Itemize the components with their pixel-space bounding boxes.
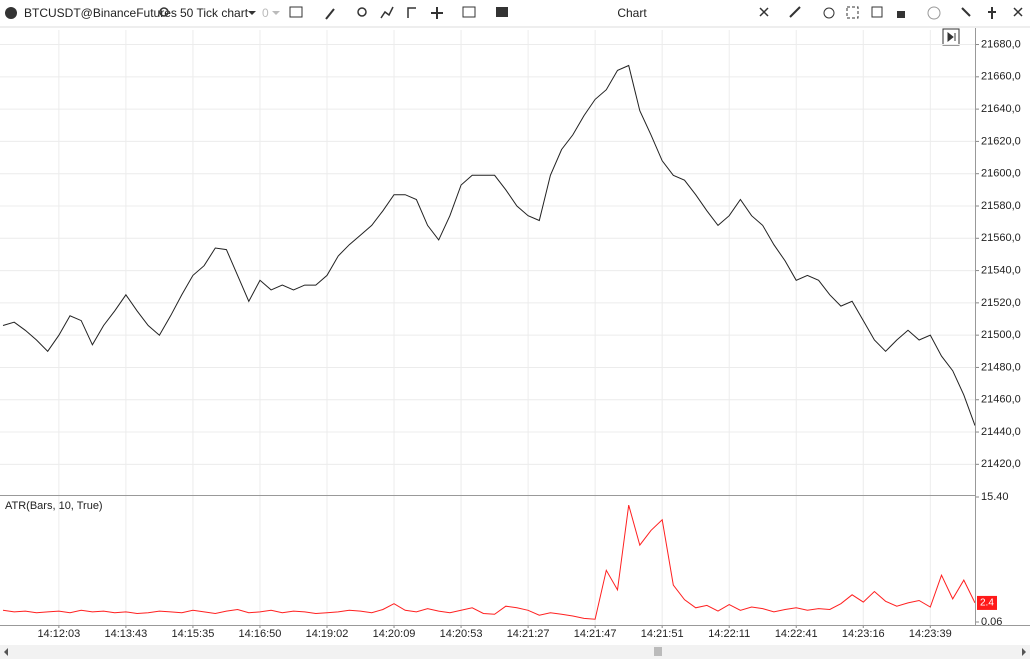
clone-icon[interactable] [871, 6, 883, 18]
symbol[interactable]: BTCUSDT@BinanceFutures [24, 6, 177, 20]
y-tick-label: 21500,0 [981, 329, 1021, 341]
x-tick-label: 14:16:50 [239, 628, 282, 640]
chart-type-icon[interactable] [289, 6, 303, 18]
search-icon[interactable] [159, 7, 169, 17]
draw-icon[interactable] [325, 8, 335, 20]
current-value-badge [977, 595, 997, 610]
link-icon[interactable] [789, 6, 801, 18]
y-tick-label: 21600,0 [981, 168, 1021, 180]
y-tick-label: 21640,0 [981, 103, 1021, 115]
indicators-icon[interactable] [380, 6, 394, 19]
sync-icon[interactable] [961, 7, 971, 17]
window-icon[interactable] [462, 6, 476, 18]
x-tick-label: 14:22:11 [708, 628, 750, 640]
close-icon[interactable] [1013, 7, 1023, 17]
x-tick-label: 14:13:43 [104, 628, 147, 640]
lock-icon[interactable] [897, 11, 905, 18]
y-tick-label: 0.06 [981, 616, 1002, 628]
toolbar: BTCUSDT@BinanceFutures 50 Tick chart 0 C… [0, 0, 1030, 28]
y-tick-label: 15.40 [981, 491, 1009, 503]
plots: 14:12:03 14:13:43 14:15:35 14:16:50 14:19:02… [0, 28, 1030, 640]
x-tick-label: 14:23:39 [909, 628, 952, 640]
x-tick-label: 14:12:03 [37, 628, 80, 640]
x-tick-label: 14:19:02 [306, 628, 349, 640]
y-tick-label: 21680,0 [981, 38, 1021, 50]
indicator-title: ATR(Bars, 10, True) [5, 500, 103, 512]
scrollbar-thumb[interactable] [654, 647, 662, 656]
fullscreen-icon[interactable] [846, 6, 859, 19]
x-tick-label: 14:23:16 [842, 628, 885, 640]
window-title: Chart [617, 6, 647, 20]
timeframe[interactable]: 50 Tick chart [180, 6, 249, 20]
y-tick-label: 21620,0 [981, 135, 1021, 147]
y-tick-label: 21580,0 [981, 200, 1021, 212]
app-logo[interactable] [5, 7, 17, 19]
x-tick-label: 14:20:53 [440, 628, 483, 640]
data-line [2, 504, 976, 620]
camera-icon[interactable] [823, 7, 835, 19]
current-value-label: 2.4 [980, 598, 994, 609]
y-tick-label: 21540,0 [981, 264, 1021, 276]
x-tick-label: 14:20:09 [373, 628, 416, 640]
add-icon[interactable] [431, 7, 443, 19]
scroll-end-icon [947, 31, 956, 43]
x-tick-label: 14:21:51 [641, 628, 684, 640]
x-tick-label: 14:21:47 [574, 628, 617, 640]
y-tick-label: 21520,0 [981, 297, 1021, 309]
y-tick-label: 21660,0 [981, 71, 1021, 83]
scrollbar[interactable] [0, 645, 1030, 659]
dropdown-arrow[interactable] [272, 11, 280, 15]
y-tick-label: 21440,0 [981, 426, 1021, 438]
x-tick-label: 14:22:41 [775, 628, 818, 640]
color-icon[interactable] [927, 6, 941, 20]
pin-icon[interactable] [988, 7, 996, 19]
dropdown-arrow[interactable] [248, 11, 256, 15]
y-tick-label: 21560,0 [981, 232, 1021, 244]
y-tick-label: 21460,0 [981, 394, 1021, 406]
crosshair-icon[interactable] [759, 7, 769, 17]
zoom-icon[interactable] [357, 7, 367, 17]
tick-count[interactable]: 0 [262, 6, 269, 20]
y-tick-label: 21480,0 [981, 361, 1021, 373]
x-tick-label: 14:21:27 [507, 628, 550, 640]
y-tick-label: 21420,0 [981, 458, 1021, 470]
x-tick-label: 14:15:35 [172, 628, 215, 640]
template-icon[interactable] [407, 7, 416, 18]
layout-icon[interactable] [496, 7, 508, 17]
data-line [2, 64, 976, 426]
